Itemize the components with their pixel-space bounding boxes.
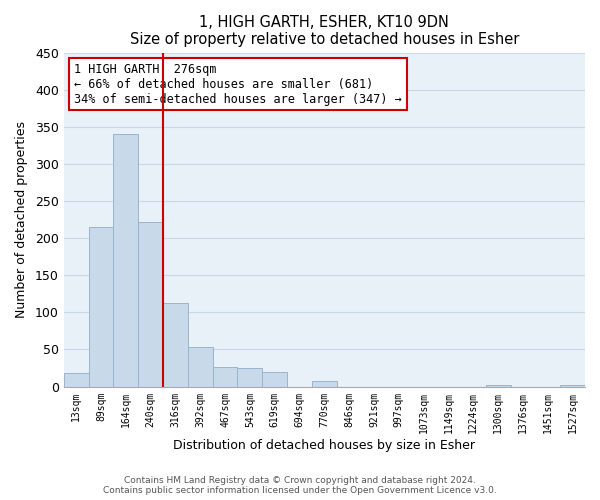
Bar [138,222,163,386]
Text: 1 HIGH GARTH: 276sqm
← 66% of detached houses are smaller (681)
34% of semi-deta: 1 HIGH GARTH: 276sqm ← 66% of detached h… [74,62,402,106]
Bar [188,348,212,387]
X-axis label: Distribution of detached houses by size in Esher: Distribution of detached houses by size … [173,440,475,452]
Bar [238,368,262,386]
Y-axis label: Number of detached properties: Number of detached properties [15,121,28,318]
Bar [64,373,89,386]
Bar [212,368,238,386]
Text: Contains HM Land Registry data © Crown copyright and database right 2024.
Contai: Contains HM Land Registry data © Crown c… [103,476,497,495]
Bar [486,385,511,386]
Bar [312,382,337,386]
Bar [560,385,585,386]
Bar [262,372,287,386]
Bar [163,302,188,386]
Bar [113,134,138,386]
Title: 1, HIGH GARTH, ESHER, KT10 9DN
Size of property relative to detached houses in E: 1, HIGH GARTH, ESHER, KT10 9DN Size of p… [130,15,519,48]
Bar [89,227,113,386]
